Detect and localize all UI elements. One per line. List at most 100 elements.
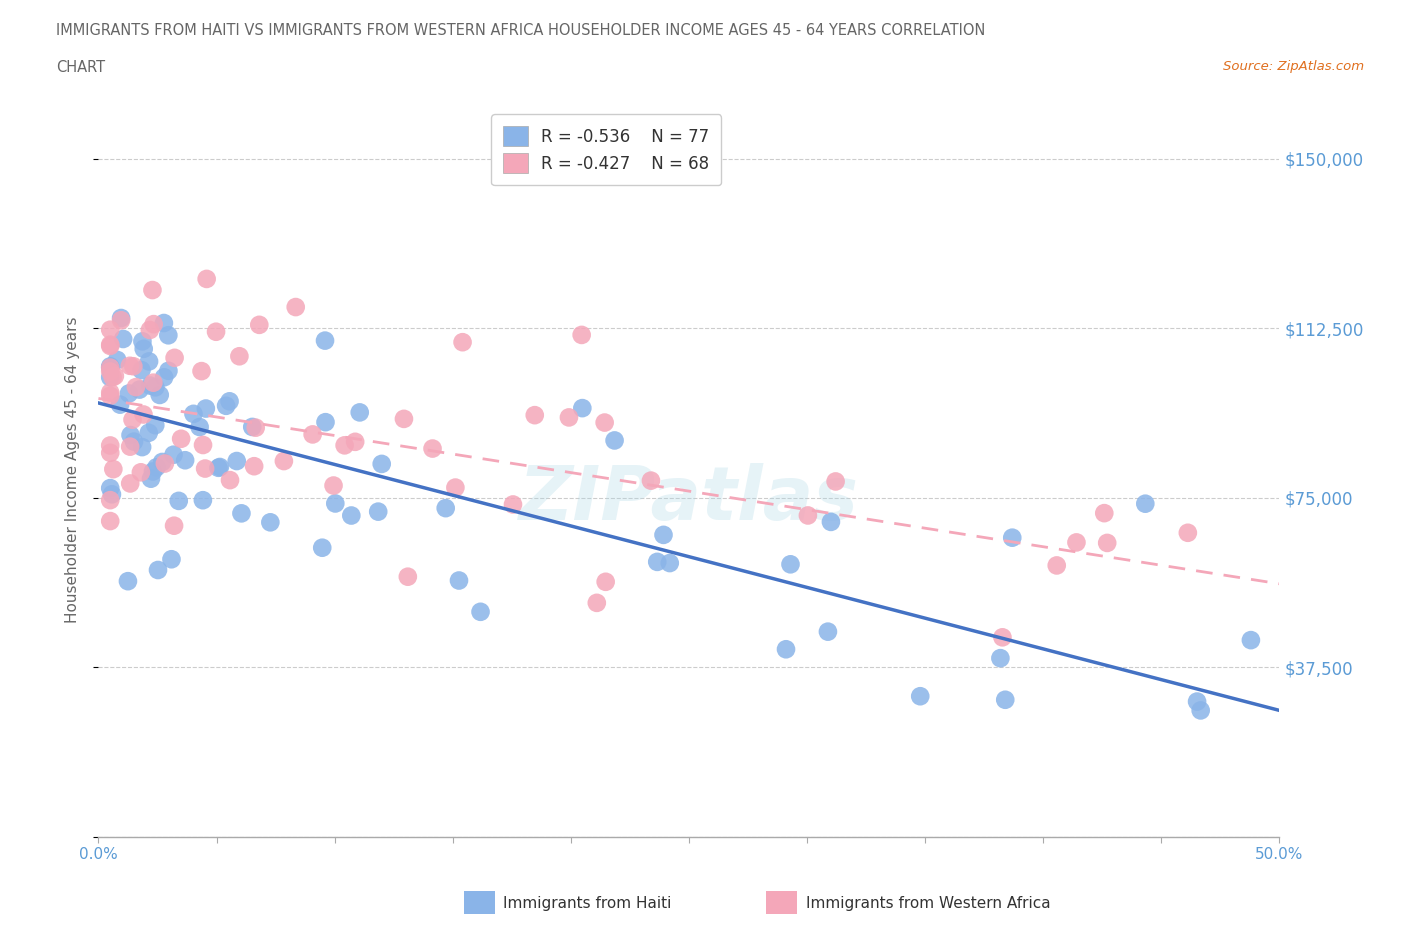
Point <box>163 518 186 533</box>
Point <box>422 441 444 456</box>
Point <box>322 478 344 493</box>
Point <box>120 428 142 443</box>
Point <box>645 554 668 569</box>
Point <box>991 630 1014 644</box>
Point <box>396 569 419 584</box>
Point <box>392 411 415 426</box>
Point <box>104 368 127 383</box>
Point <box>195 272 218 286</box>
Point <box>284 299 307 314</box>
Point <box>218 394 240 409</box>
Point <box>101 487 124 502</box>
Point <box>344 434 367 449</box>
Point <box>145 459 167 474</box>
Point <box>98 338 121 352</box>
Point <box>558 410 581 425</box>
Point <box>247 317 270 332</box>
Point <box>225 454 247 469</box>
Point <box>824 474 846 489</box>
Point <box>131 440 153 455</box>
Point <box>194 461 217 476</box>
Point <box>128 382 150 397</box>
Point <box>149 388 172 403</box>
Point <box>523 407 546 422</box>
Point <box>132 341 155 356</box>
Point <box>205 325 228 339</box>
Point <box>98 493 121 508</box>
Point <box>98 359 121 374</box>
Point <box>108 397 131 412</box>
Point <box>142 464 165 479</box>
Point <box>1189 703 1212 718</box>
Point <box>122 359 145 374</box>
Point <box>138 425 160 440</box>
Point <box>502 497 524 512</box>
Point <box>595 575 617 590</box>
Point <box>817 624 839 639</box>
Point <box>98 323 121 338</box>
Point <box>121 412 143 427</box>
Point <box>160 551 183 566</box>
Point <box>1046 558 1069 573</box>
Point <box>188 419 211 434</box>
Point <box>146 563 169 578</box>
Point <box>139 323 162 338</box>
Point <box>273 454 295 469</box>
Point <box>1001 530 1024 545</box>
Point <box>311 540 333 555</box>
Point <box>243 458 266 473</box>
Point <box>191 437 214 452</box>
Point <box>153 315 176 330</box>
Point <box>142 317 165 332</box>
Point <box>652 527 675 542</box>
Point <box>259 515 281 530</box>
Point <box>118 386 141 401</box>
Point <box>367 504 389 519</box>
Point <box>138 354 160 369</box>
Point <box>118 358 141 373</box>
Point <box>658 555 681 570</box>
Point <box>1240 632 1263 647</box>
Point <box>110 312 132 327</box>
Point <box>194 401 217 416</box>
Point <box>1177 525 1199 540</box>
Point <box>131 334 153 349</box>
Text: Source: ZipAtlas.com: Source: ZipAtlas.com <box>1223 60 1364 73</box>
Point <box>820 514 842 529</box>
Point <box>157 364 180 379</box>
Point <box>183 406 205 421</box>
Point <box>447 573 470 588</box>
Point <box>340 508 363 523</box>
Point <box>571 401 593 416</box>
Point <box>470 604 492 619</box>
Point <box>219 472 242 487</box>
Point <box>98 481 121 496</box>
Point <box>640 473 662 488</box>
Point <box>157 328 180 343</box>
Point <box>245 420 267 435</box>
Point <box>231 506 253 521</box>
Point <box>323 496 346 511</box>
Point <box>145 379 167 394</box>
Point <box>1185 694 1208 709</box>
Point <box>191 493 214 508</box>
Point <box>162 447 184 462</box>
Point <box>153 456 176 471</box>
Point <box>153 370 176 385</box>
Point <box>451 335 474 350</box>
Point <box>174 453 197 468</box>
Point <box>120 476 142 491</box>
Point <box>98 364 121 379</box>
Point <box>228 349 250 364</box>
Point <box>333 438 356 453</box>
Point <box>585 595 607 610</box>
Point <box>117 574 139 589</box>
Point <box>98 370 121 385</box>
Point <box>779 557 801 572</box>
Text: Immigrants from Western Africa: Immigrants from Western Africa <box>806 896 1050 910</box>
Point <box>103 461 125 476</box>
Point <box>1135 497 1157 512</box>
Point <box>1092 506 1115 521</box>
Point <box>215 398 238 413</box>
Point <box>444 480 467 495</box>
